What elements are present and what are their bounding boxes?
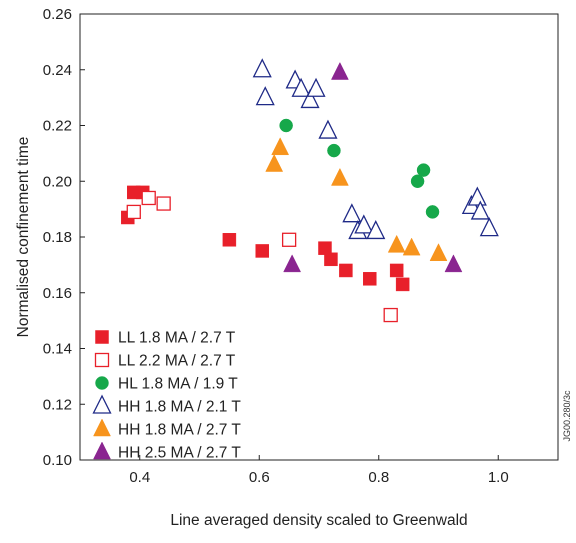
y-axis: 0.10 0.12 0.14 0.16 0.18 0.20 0.22 0.24 0.26 — [43, 6, 85, 469]
x-tick-label: 0.6 — [249, 469, 270, 486]
data-point — [467, 186, 487, 206]
data-point — [255, 244, 269, 258]
data-point — [281, 232, 297, 247]
data-point — [363, 272, 377, 286]
data-point — [291, 77, 311, 97]
series-3 — [279, 118, 440, 219]
y-tick-label: 0.14 — [43, 341, 72, 358]
y-axis-title: Normalised confinement time — [15, 137, 32, 338]
y-tick-label: 0.24 — [43, 62, 72, 79]
data-point — [410, 174, 425, 188]
legend: LL 1.8 MA / 2.7 T LL 2.2 MA / 2.7 T HL 1.8… — [92, 330, 241, 462]
legend-item: LL 1.8 MA / 2.7 T — [95, 330, 236, 347]
y-tick-label: 0.16 — [43, 285, 72, 302]
legend-marker — [92, 394, 112, 414]
series-4 — [252, 58, 499, 240]
legend-item: HH 2.5 MA / 2.7 T — [93, 441, 241, 462]
data-point — [300, 88, 320, 109]
legend-label: HH 2.5 MA / 2.7 T — [118, 445, 241, 462]
legend-item: HH 1.8 MA / 2.7 T — [93, 418, 241, 439]
data-point — [279, 118, 293, 133]
data-point — [425, 205, 440, 219]
data-point — [402, 237, 421, 256]
data-point — [126, 204, 141, 220]
y-tick-label: 0.12 — [43, 396, 72, 413]
y-tick-label: 0.22 — [43, 118, 72, 135]
legend-marker — [93, 418, 111, 437]
legend-item: LL 2.2 MA / 2.7 T — [94, 352, 236, 370]
legend-marker — [94, 352, 110, 368]
x-tick-label: 1.0 — [488, 469, 509, 486]
data-point — [354, 214, 374, 234]
data-point — [156, 196, 171, 211]
data-point — [389, 263, 404, 278]
legend-label: HH 1.8 MA / 2.1 T — [118, 399, 241, 416]
plot-frame — [79, 13, 559, 461]
legend-marker — [95, 330, 109, 344]
data-points — [121, 58, 499, 323]
data-point — [339, 263, 353, 278]
data-point — [342, 203, 362, 223]
figure-id-label: JG00.280/3c — [562, 390, 572, 442]
y-tick-label: 0.18 — [43, 229, 72, 246]
y-tick-label: 0.26 — [43, 6, 72, 23]
legend-label: LL 1.8 MA / 2.7 T — [118, 330, 236, 347]
legend-item: HH 1.8 MA / 2.1 T — [92, 394, 241, 416]
data-point — [470, 200, 490, 220]
series-6 — [283, 61, 463, 273]
data-point — [331, 61, 349, 80]
legend-item: HL 1.8 MA / 1.9 T — [95, 376, 238, 393]
data-point — [271, 137, 290, 156]
x-axis: 0.4 0.6 0.8 1.0 — [129, 455, 509, 486]
data-point — [429, 243, 448, 261]
data-point — [283, 254, 302, 273]
data-point — [255, 86, 275, 106]
data-point — [318, 119, 338, 139]
data-point — [141, 190, 156, 206]
legend-label: HH 1.8 MA / 2.7 T — [118, 422, 241, 439]
legend-marker — [93, 441, 111, 460]
x-tick-label: 0.4 — [129, 469, 150, 486]
data-point — [395, 277, 410, 292]
data-point — [479, 217, 499, 237]
data-point — [324, 252, 338, 267]
data-point — [306, 77, 326, 97]
y-tick-label: 0.20 — [43, 173, 72, 190]
data-point — [265, 153, 284, 172]
legend-marker — [95, 376, 109, 390]
legend-label: HL 1.8 MA / 1.9 T — [118, 376, 238, 393]
data-point — [331, 167, 349, 186]
data-point — [383, 307, 398, 323]
legend-label: LL 2.2 MA / 2.7 T — [118, 353, 236, 370]
data-point — [252, 58, 272, 78]
series-5 — [265, 137, 448, 261]
series-2 — [126, 190, 398, 323]
data-point — [444, 254, 463, 273]
data-point — [327, 143, 341, 158]
data-point — [387, 234, 406, 253]
x-tick-label: 0.8 — [368, 469, 389, 486]
series-1 — [121, 185, 410, 292]
y-tick-label: 0.10 — [43, 452, 72, 469]
x-axis-title: Line averaged density scaled to Greenwal… — [170, 512, 467, 529]
data-point — [366, 219, 386, 240]
data-point — [222, 233, 237, 247]
data-point — [416, 163, 431, 177]
